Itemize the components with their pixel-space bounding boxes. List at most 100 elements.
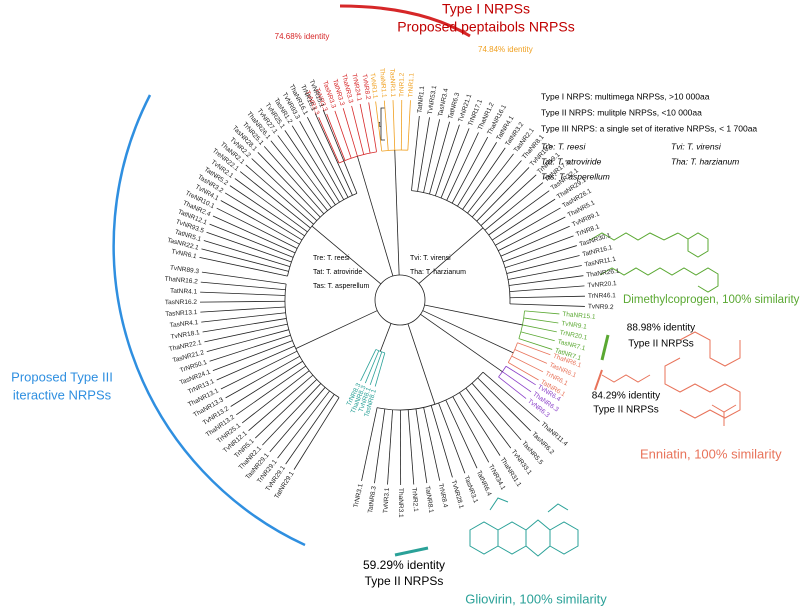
branch [206, 231, 292, 263]
branch [457, 142, 497, 207]
leaf-label: TvNR20.1 [587, 280, 617, 289]
branch [446, 132, 479, 201]
branch [206, 329, 289, 353]
leaf-label: TvNR9.1 [561, 320, 588, 331]
branch [351, 105, 365, 155]
branch [423, 407, 441, 481]
branch [508, 275, 584, 286]
branch [293, 397, 340, 470]
identity-label: 74.68% identity [275, 32, 330, 41]
branch [248, 374, 314, 431]
root-ring [374, 274, 426, 326]
branch [514, 349, 548, 364]
branch [498, 376, 527, 399]
branch [225, 355, 300, 399]
identity-label: Type II NRPSs [628, 339, 694, 350]
legend-type: Type III NRPS: a single set of iterative… [541, 123, 757, 133]
branch [511, 355, 544, 373]
leaf-label: TvNR53.1 [427, 85, 439, 115]
branch [209, 334, 291, 362]
legend-species: Tre: T. reesi [541, 141, 587, 151]
branch [505, 365, 536, 386]
branch [368, 102, 377, 152]
branch [491, 198, 556, 241]
leaf-label: TasNR16.2 [165, 299, 198, 306]
branch [291, 125, 340, 203]
leaf-label: TvNR18.1 [170, 329, 200, 341]
branch [375, 101, 383, 152]
type3-label: Proposed Type III [11, 369, 113, 384]
branch [476, 167, 530, 222]
center-key: Tre: T. reesi [313, 255, 350, 262]
branch [482, 371, 540, 422]
branch [429, 121, 450, 195]
branch [445, 399, 478, 469]
clade-stem [407, 323, 436, 405]
branch [471, 382, 522, 441]
leaf-label: TvNR9.2 [588, 303, 614, 311]
identity-label: 59.29% identity [363, 558, 445, 572]
leaf-label: TatNR1.1 [416, 85, 426, 113]
branch [203, 240, 291, 268]
clade-stem [420, 314, 503, 373]
branch [360, 349, 377, 382]
branch [199, 256, 288, 277]
branch [359, 103, 371, 154]
branch [257, 152, 321, 218]
branch [471, 160, 522, 218]
branch [488, 190, 550, 236]
leaf-label: TasNR4.1 [170, 319, 200, 329]
branch [417, 117, 430, 192]
branch [269, 387, 326, 453]
leaf-label: TatNR4.1 [170, 288, 198, 296]
branch [241, 370, 310, 424]
branch [229, 185, 305, 237]
identity-label: Type II NRPSs [593, 405, 659, 416]
legend-species: Tha: T. harzianum [671, 156, 739, 166]
clade-stem [418, 227, 484, 284]
branch [326, 113, 346, 161]
branch [503, 235, 574, 263]
branch [459, 392, 501, 456]
branch [334, 110, 352, 159]
header-line2: Proposed peptaibols NRPSs [397, 19, 574, 35]
branch [508, 362, 539, 381]
branch [277, 390, 330, 459]
phylogenetic-tree: TvNR3.3TrNR3.3TasNR3.3TatNR3.3ThaNR3.3Tr… [164, 68, 620, 518]
branch [212, 215, 296, 254]
leaf-label: TrNR2.1 [410, 487, 419, 512]
branch [318, 117, 340, 164]
identity-tick [394, 546, 429, 557]
branch [495, 207, 561, 246]
leaf-label: TvNR89.3 [169, 264, 199, 275]
branch [477, 377, 531, 432]
branch [202, 318, 287, 333]
branch [216, 345, 295, 381]
leaf-label: TvNR8.2 [361, 74, 372, 101]
gliovirin-label: Gliovirin, 100% similarity [465, 591, 607, 606]
header-line1: Type I NRPSs [442, 1, 530, 17]
branch [236, 365, 307, 416]
branch [230, 360, 303, 407]
branch [201, 312, 286, 323]
legend-type: Type II NRPS: mulitple NRPSs, <10 000aa [541, 107, 702, 117]
branch [212, 340, 293, 372]
dimethylcoprogen-label: Dimethylcoprogen, 100% similarity [623, 294, 800, 306]
branch [498, 216, 566, 251]
branch [522, 324, 557, 333]
type3-arc [112, 94, 306, 547]
branch [234, 178, 308, 233]
branch [285, 394, 335, 465]
leaf-label: TrNR1.1 [407, 72, 415, 97]
branch [387, 409, 393, 485]
legend-species: Tvi: T. virensi [671, 141, 722, 151]
branch [440, 128, 470, 199]
branch [411, 115, 420, 191]
branch [200, 300, 286, 303]
leaf-label: ThaNR1.1 [378, 68, 387, 98]
branch [502, 371, 532, 393]
branch [509, 295, 585, 299]
identity-tick [600, 334, 610, 361]
branch [509, 303, 585, 307]
